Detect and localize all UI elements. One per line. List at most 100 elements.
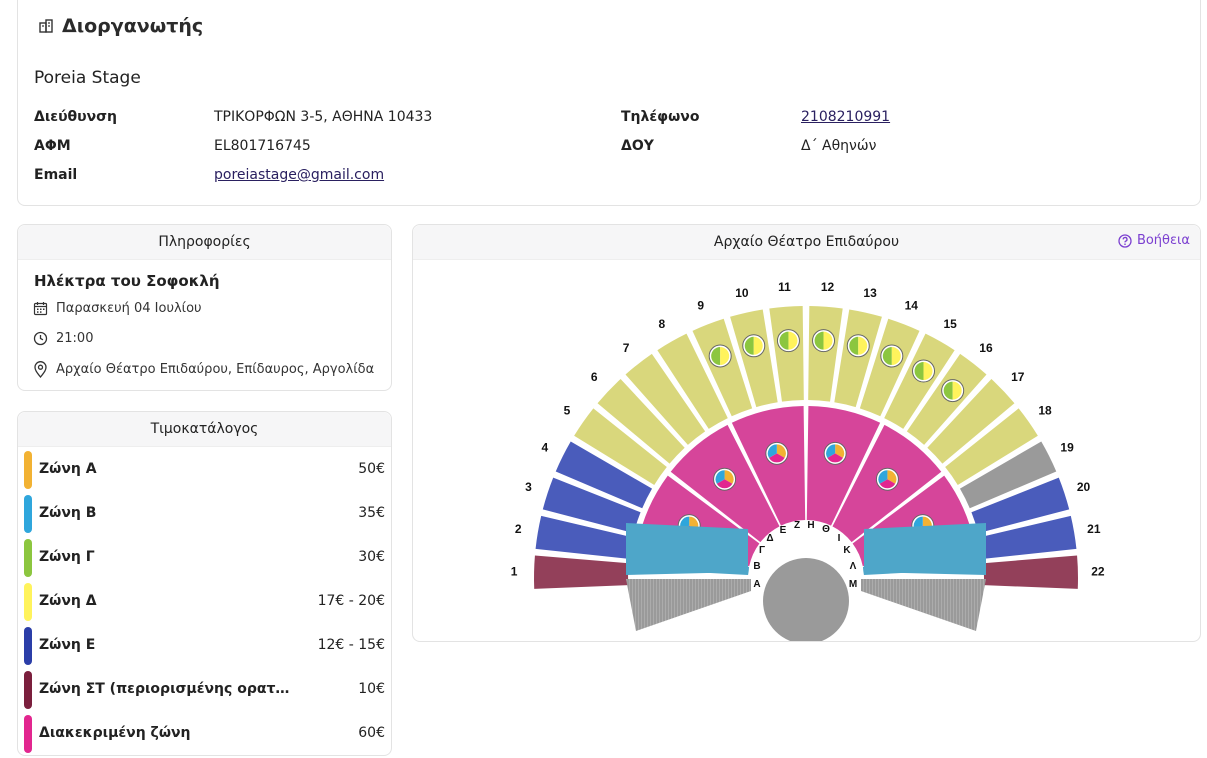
zone-row[interactable]: Διακεκριμένη ζώνη 60€ <box>18 712 391 755</box>
zone-row[interactable]: Ζώνη Α 50€ <box>18 448 391 492</box>
upper-section-label: 1 <box>511 565 518 579</box>
zone-marker-part-b <box>767 444 777 458</box>
upper-section-22[interactable] <box>983 555 1078 589</box>
zone-name: Ζώνη Δ <box>39 593 97 609</box>
row-letter-left: Ζ <box>794 520 800 531</box>
front-rows-right[interactable] <box>861 579 986 631</box>
upper-section-21[interactable] <box>979 515 1077 559</box>
upper-section-7[interactable] <box>625 353 706 445</box>
event-time-text: 21:00 <box>56 331 94 346</box>
upper-section-17[interactable] <box>927 378 1015 464</box>
upper-section-label: 22 <box>1091 565 1105 579</box>
address-value: ΤΡΙΚΟΡΦΩΝ 3-5, ΑΘΗΝΑ 10433 <box>214 109 433 125</box>
front-block-left[interactable] <box>626 523 748 575</box>
upper-section-label: 12 <box>821 280 835 294</box>
zone-price: 60€ <box>358 725 385 741</box>
upper-section-label: 14 <box>905 299 919 313</box>
upper-section-label: 5 <box>564 403 571 417</box>
zone-marker-part-a <box>887 470 897 484</box>
zone-color-bar <box>24 627 32 665</box>
zone-marker-half-g <box>711 347 721 366</box>
info-card: Πληροφορίες Ηλέκτρα του Σοφοκλή Παρασκευ… <box>17 224 392 391</box>
zone-marker-half-g <box>744 336 754 355</box>
pricelist-card: Τιμοκατάλογος Ζώνη Α 50€ Ζώνη Β 35€ Ζώνη Γ 30… <box>17 411 392 756</box>
zone-marker-half-d <box>720 347 730 366</box>
address-label: Διεύθυνση <box>34 109 118 125</box>
zone-marker-half-g <box>882 347 892 366</box>
zone-marker-part-b <box>878 470 888 484</box>
zone-row[interactable]: Ζώνη Ε 12€ - 15€ <box>18 624 391 668</box>
phone-link[interactable]: 2108210991 <box>801 109 891 125</box>
zone-name: Διακεκριμένη ζώνη <box>39 725 191 741</box>
zone-marker-half-d <box>923 362 933 381</box>
upper-section-2[interactable] <box>535 515 633 559</box>
zone-marker-half-g <box>814 331 824 350</box>
zone-price: 17€ - 20€ <box>317 593 385 609</box>
upper-section-8[interactable] <box>657 333 728 429</box>
row-letter-right: Λ <box>850 561 857 572</box>
event-title: Ηλέκτρα του Σοφοκλή <box>34 272 220 290</box>
pricelist-header: Τιμοκατάλογος <box>18 412 391 447</box>
upper-section-13[interactable] <box>834 309 882 408</box>
upper-section-12[interactable] <box>808 306 843 402</box>
calendar-icon <box>33 302 48 316</box>
zone-marker-half-g <box>779 331 789 350</box>
zone-row[interactable]: Ζώνη Β 35€ <box>18 492 391 536</box>
orchestra-stage <box>763 558 849 641</box>
zone-price: 35€ <box>358 505 385 521</box>
upper-section-label: 17 <box>1011 370 1025 384</box>
lower-section[interactable] <box>806 406 881 526</box>
zone-marker-half-d <box>823 331 833 350</box>
zone-marker-part-vip <box>769 453 785 463</box>
upper-section-6[interactable] <box>597 378 685 464</box>
upper-section-label: 8 <box>658 317 665 331</box>
clock-icon <box>33 331 48 346</box>
upper-section-11[interactable] <box>769 306 804 402</box>
upper-section-19[interactable] <box>959 441 1057 509</box>
zone-name: Ζώνη Α <box>39 461 97 477</box>
zone-name: Ζώνη ΣΤ (περιορισμένης ορατ… <box>39 681 290 697</box>
location-pin-icon <box>34 361 47 378</box>
row-letter-right: Η <box>807 520 814 531</box>
building-icon <box>39 19 53 33</box>
zone-marker-part-vip <box>879 479 896 489</box>
zone-marker-half-g <box>943 381 953 400</box>
email-label: Email <box>34 167 78 183</box>
upper-section-label: 15 <box>944 317 958 331</box>
upper-section-5[interactable] <box>574 408 667 485</box>
upper-section-1[interactable] <box>534 555 629 589</box>
upper-section-18[interactable] <box>945 408 1038 485</box>
seating-map-header: Αρχαίο Θέατρο Επιδαύρου <box>413 225 1200 260</box>
email-link[interactable]: poreiastage@gmail.com <box>214 167 385 183</box>
event-venue: Αρχαίο Θέατρο Επιδαύρου, Επίδαυρος, Αργο… <box>33 361 374 378</box>
zone-name: Ζώνη Ε <box>39 637 96 653</box>
zone-row[interactable]: Ζώνη Γ 30€ <box>18 536 391 580</box>
zone-row[interactable]: Ζώνη ΣΤ (περιορισμένης ορατ… 10€ <box>18 668 391 712</box>
zone-marker-half-d <box>788 331 798 350</box>
afm-value: EL801716745 <box>214 138 311 154</box>
upper-section-4[interactable] <box>555 441 653 509</box>
upper-section-label: 7 <box>623 341 630 355</box>
event-date: Παρασκευή 04 Ιουλίου <box>33 301 202 316</box>
upper-section-9[interactable] <box>692 318 753 417</box>
zone-row[interactable]: Ζώνη Δ 17€ - 20€ <box>18 580 391 624</box>
upper-section-label: 2 <box>515 522 522 536</box>
upper-section-14[interactable] <box>859 318 920 417</box>
upper-section-label: 10 <box>735 286 749 300</box>
event-time: 21:00 <box>33 331 93 346</box>
upper-section-3[interactable] <box>542 477 641 534</box>
upper-section-20[interactable] <box>971 477 1070 534</box>
zone-color-bar <box>24 495 32 533</box>
front-rows-left[interactable] <box>626 579 751 631</box>
upper-section-10[interactable] <box>730 309 778 408</box>
front-block-right[interactable] <box>864 523 986 575</box>
zone-marker-part-vip <box>827 453 843 463</box>
info-header: Πληροφορίες <box>18 225 391 260</box>
zone-color-bar <box>24 451 32 489</box>
help-label: Βοήθεια <box>1136 233 1190 248</box>
zone-marker-half-g <box>914 362 924 381</box>
lower-section[interactable] <box>731 406 806 526</box>
help-link[interactable]: Βοήθεια <box>1118 233 1190 248</box>
